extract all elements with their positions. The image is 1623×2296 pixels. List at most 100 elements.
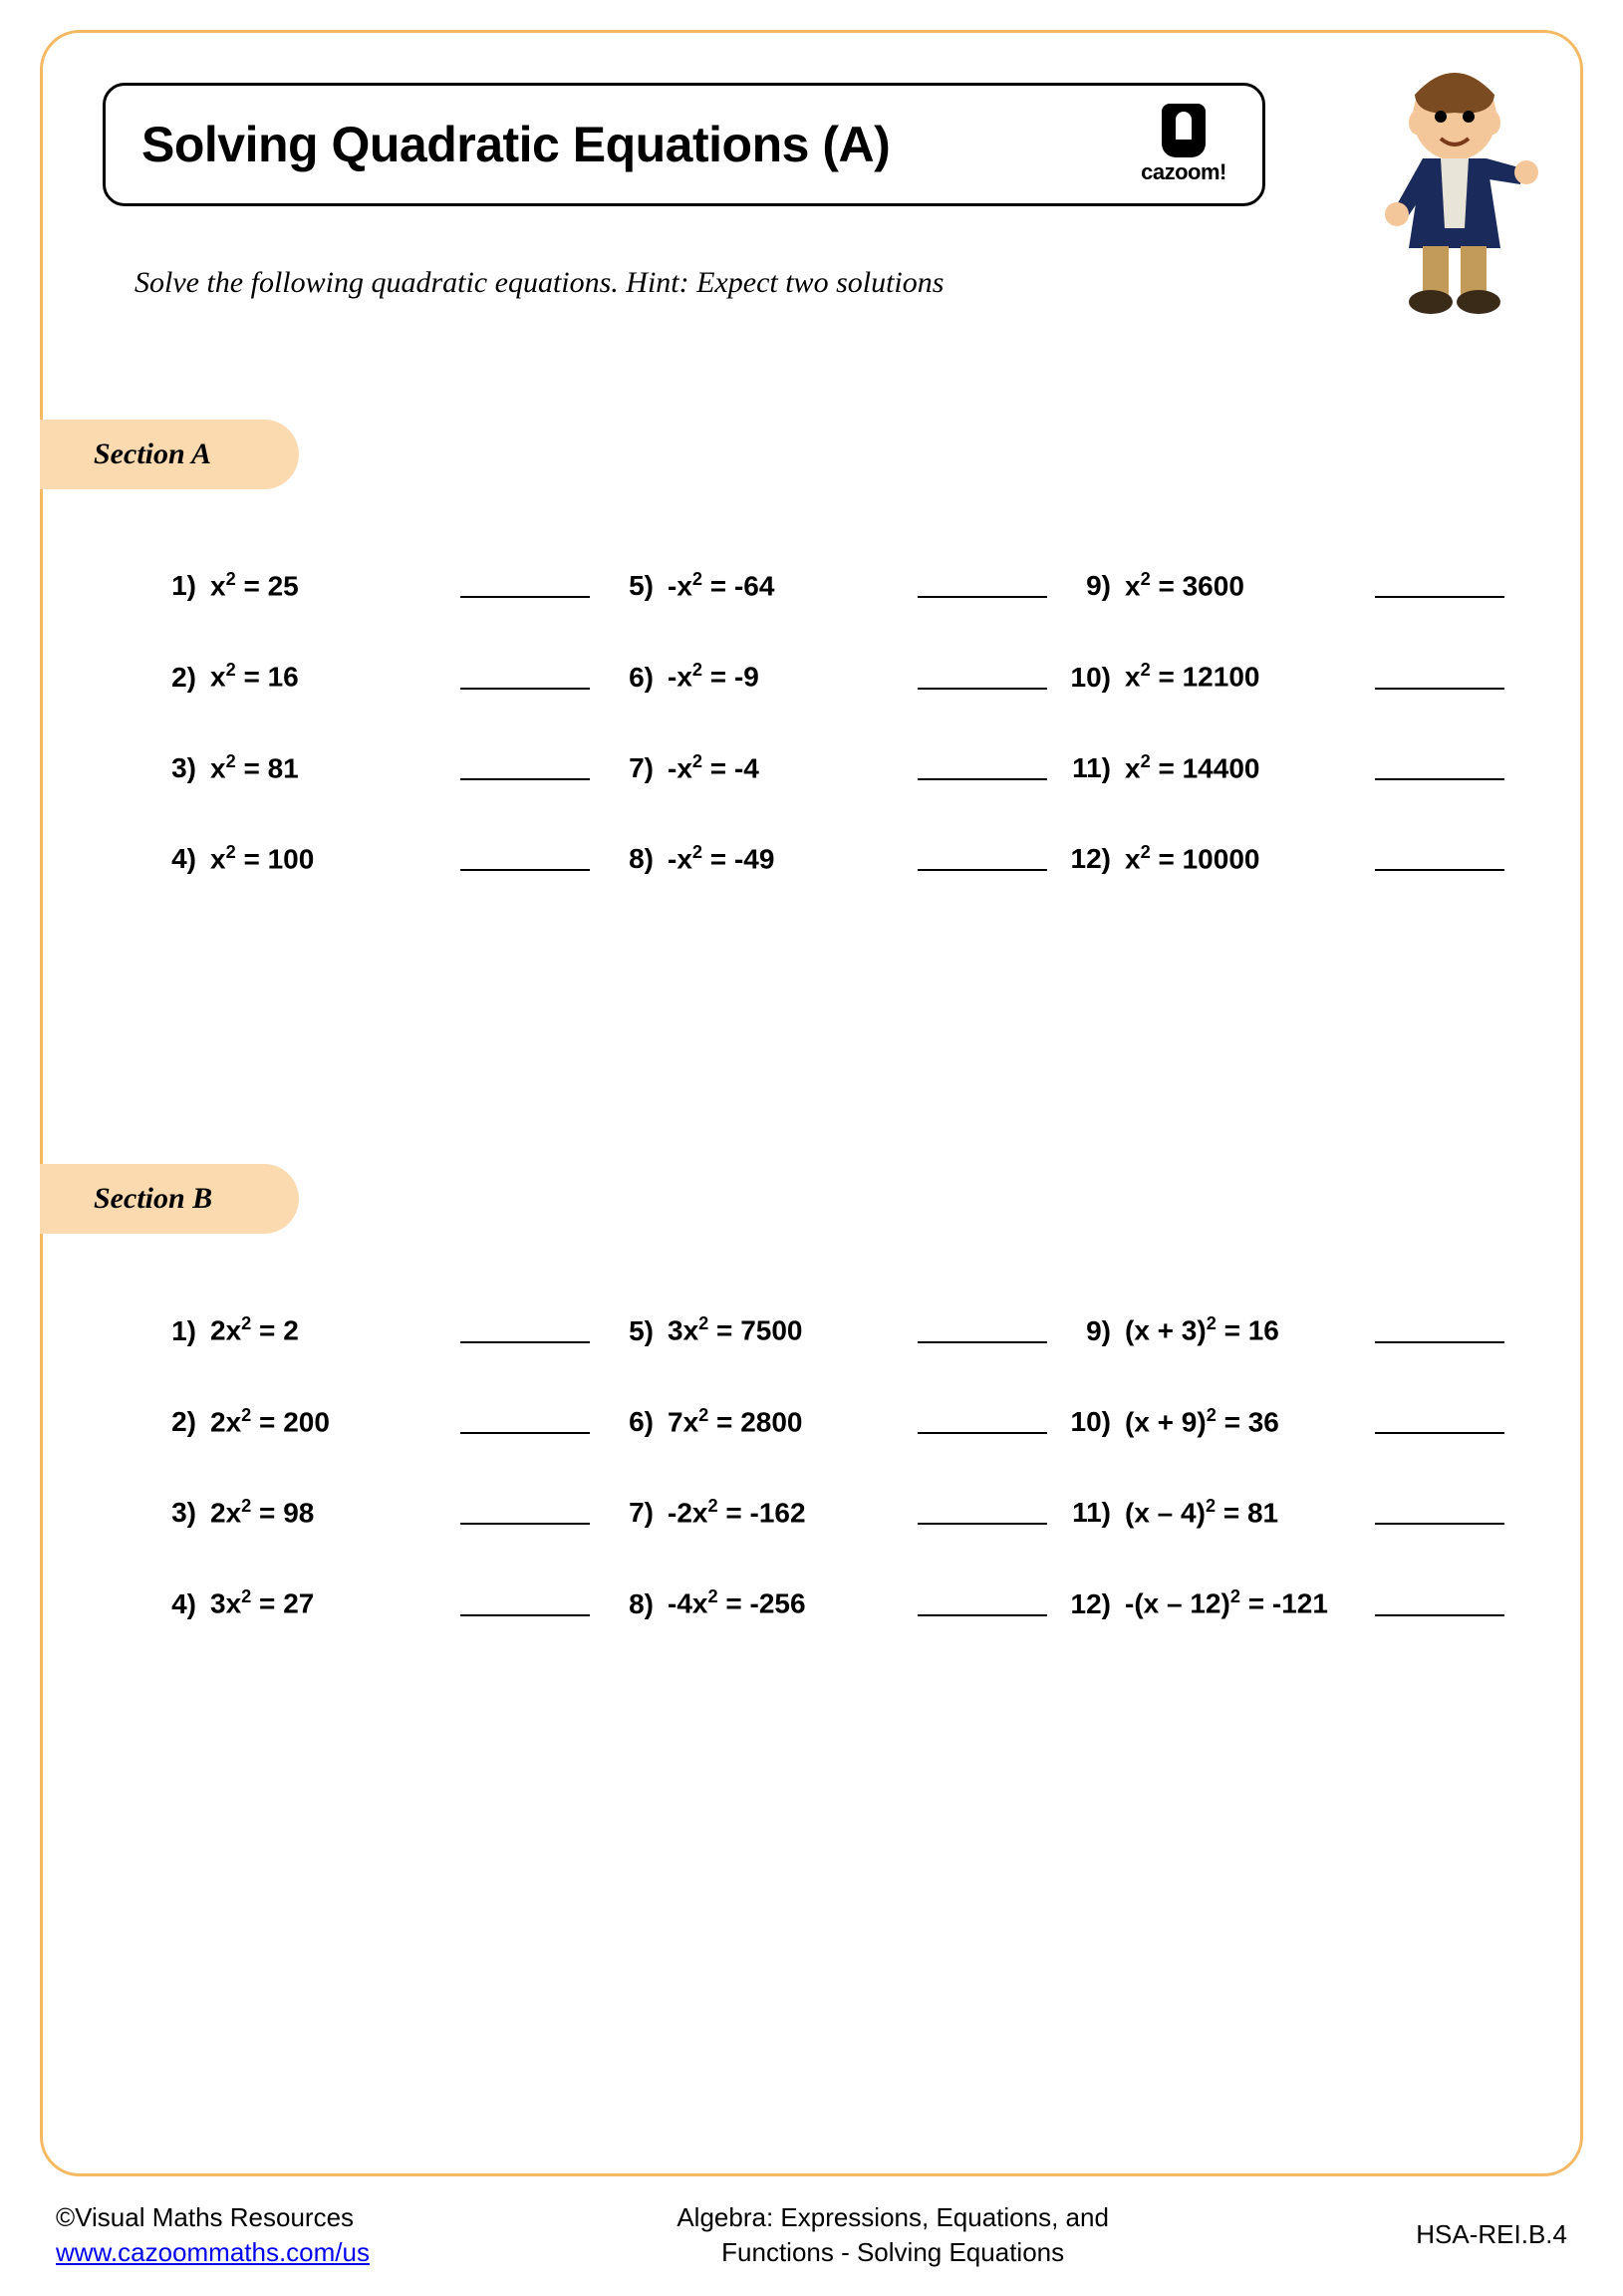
problem-item: 9) (x + 3)2 = 16 bbox=[1067, 1313, 1504, 1346]
answer-blank[interactable] bbox=[1375, 869, 1504, 871]
problem-item: 6)-x2 = -9 bbox=[610, 660, 1047, 693]
equation-text: (x – 4)2 = 81 bbox=[1125, 1496, 1278, 1529]
answer-blank[interactable] bbox=[460, 596, 590, 598]
equation-text: -x2 = -49 bbox=[668, 842, 774, 875]
section-b-label: Section B bbox=[40, 1164, 299, 1234]
worksheet-title: Solving Quadratic Equations (A) bbox=[141, 116, 890, 173]
problem-number: 3) bbox=[152, 1497, 196, 1529]
answer-blank[interactable] bbox=[918, 869, 1047, 871]
equation-text: -(x – 12)2 = -121 bbox=[1125, 1586, 1328, 1619]
problem-item: 11) (x – 4)2 = 81 bbox=[1067, 1496, 1504, 1529]
problem-number: 11) bbox=[1067, 1497, 1111, 1529]
problem-number: 9) bbox=[1067, 1315, 1111, 1347]
equation-text: 2x2 = 2 bbox=[210, 1313, 299, 1346]
problem-item: 6)7x2 = 2800 bbox=[610, 1405, 1047, 1438]
answer-blank[interactable] bbox=[1375, 1614, 1504, 1616]
page-footer: ©Visual Maths Resources www.cazoommaths.… bbox=[56, 2200, 1567, 2270]
problem-item: 10) (x + 9)2 = 36 bbox=[1067, 1405, 1504, 1438]
problem-item: 9)x2 = 3600 bbox=[1067, 569, 1504, 602]
equation-text: -x2 = -64 bbox=[668, 569, 774, 602]
answer-blank[interactable] bbox=[1375, 778, 1504, 780]
answer-blank[interactable] bbox=[1375, 1432, 1504, 1434]
answer-blank[interactable] bbox=[460, 1614, 590, 1616]
problem-item: 5) -x2 = -64 bbox=[610, 569, 1047, 602]
equation-text: x2 = 14400 bbox=[1125, 751, 1259, 784]
footer-center: Algebra: Expressions, Equations, and Fun… bbox=[370, 2200, 1416, 2270]
answer-blank[interactable] bbox=[918, 1341, 1047, 1343]
equation-text: -2x2 = -162 bbox=[668, 1496, 806, 1529]
problem-item: 4)x2 = 100 bbox=[152, 842, 590, 875]
equation-text: 3x2 = 7500 bbox=[668, 1313, 802, 1346]
problem-number: 4) bbox=[152, 843, 196, 875]
answer-blank[interactable] bbox=[1375, 596, 1504, 598]
website-link[interactable]: www.cazoommaths.com/us bbox=[56, 2237, 370, 2267]
problem-item: 5) 3x2 = 7500 bbox=[610, 1313, 1047, 1346]
problem-item: 10)x2 = 12100 bbox=[1067, 660, 1504, 693]
problem-number: 1) bbox=[152, 1315, 196, 1347]
answer-blank[interactable] bbox=[918, 1432, 1047, 1434]
answer-blank[interactable] bbox=[460, 1432, 590, 1434]
problem-item: 2)2x2 = 200 bbox=[152, 1405, 590, 1438]
problem-item: 12) -(x – 12)2 = -121 bbox=[1067, 1586, 1504, 1619]
equation-text: x2 = 3600 bbox=[1125, 569, 1244, 602]
problem-item: 7) -2x2 = -162 bbox=[610, 1496, 1047, 1529]
answer-blank[interactable] bbox=[918, 596, 1047, 598]
title-box: Solving Quadratic Equations (A) cazoom! bbox=[103, 83, 1265, 206]
equation-text: -4x2 = -256 bbox=[668, 1586, 806, 1619]
copyright-text: ©Visual Maths Resources bbox=[56, 2200, 370, 2235]
problem-number: 5) bbox=[610, 570, 654, 602]
problem-number: 12) bbox=[1067, 1588, 1111, 1620]
equation-text: 2x2 = 200 bbox=[210, 1405, 330, 1438]
answer-blank[interactable] bbox=[1375, 1523, 1504, 1525]
equation-text: (x + 3)2 = 16 bbox=[1125, 1313, 1279, 1346]
answer-blank[interactable] bbox=[460, 1523, 590, 1525]
section-b-problems: 1) 2x2 = 2 5) 3x2 = 7500 9) (x + 3)2 = 16 2)2x… bbox=[103, 1313, 1520, 1619]
instructions-text: Solve the following quadratic equations.… bbox=[135, 266, 1520, 300]
problem-item: 1) 2x2 = 2 bbox=[152, 1313, 590, 1346]
problem-item: 7) -x2 = -4 bbox=[610, 751, 1047, 784]
problem-number: 10) bbox=[1067, 1406, 1111, 1438]
brand-name: cazoom! bbox=[1141, 159, 1226, 185]
answer-blank[interactable] bbox=[1375, 688, 1504, 690]
problem-number: 12) bbox=[1067, 843, 1111, 875]
answer-blank[interactable] bbox=[918, 778, 1047, 780]
answer-blank[interactable] bbox=[918, 1614, 1047, 1616]
problem-item: 3)2x2 = 98 bbox=[152, 1496, 590, 1529]
brand-block: cazoom! bbox=[1141, 104, 1226, 185]
equation-text: x2 = 81 bbox=[210, 751, 299, 784]
answer-blank[interactable] bbox=[460, 688, 590, 690]
problem-item: 2) x2 = 16 bbox=[152, 660, 590, 693]
mascot-icon bbox=[1365, 59, 1544, 318]
answer-blank[interactable] bbox=[918, 1523, 1047, 1525]
problem-item: 3) x2 = 81 bbox=[152, 751, 590, 784]
answer-blank[interactable] bbox=[1375, 1341, 1504, 1343]
problem-item: 8) -4x2 = -256 bbox=[610, 1586, 1047, 1619]
problem-number: 1) bbox=[152, 570, 196, 602]
problem-number: 8) bbox=[610, 843, 654, 875]
problem-number: 2) bbox=[152, 662, 196, 694]
problem-number: 5) bbox=[610, 1315, 654, 1347]
problem-item: 12) x2 = 10000 bbox=[1067, 842, 1504, 875]
problem-item: 1) x2 = 25 bbox=[152, 569, 590, 602]
answer-blank[interactable] bbox=[460, 1341, 590, 1343]
answer-blank[interactable] bbox=[460, 778, 590, 780]
problem-number: 10) bbox=[1067, 662, 1111, 694]
footer-left: ©Visual Maths Resources www.cazoommaths.… bbox=[56, 2200, 370, 2270]
page-frame: Solving Quadratic Equations (A) cazoom! … bbox=[40, 30, 1583, 2176]
answer-blank[interactable] bbox=[918, 688, 1047, 690]
problem-number: 7) bbox=[610, 752, 654, 784]
problem-item: 8) -x2 = -49 bbox=[610, 842, 1047, 875]
equation-text: 7x2 = 2800 bbox=[668, 1405, 802, 1438]
answer-blank[interactable] bbox=[460, 869, 590, 871]
equation-text: x2 = 25 bbox=[210, 569, 299, 602]
problem-number: 7) bbox=[610, 1497, 654, 1529]
equation-text: x2 = 16 bbox=[210, 660, 299, 693]
section-a-label: Section A bbox=[40, 420, 299, 489]
equation-text: -x2 = -4 bbox=[668, 751, 759, 784]
problem-item: 4)3x2 = 27 bbox=[152, 1586, 590, 1619]
equation-text: x2 = 10000 bbox=[1125, 842, 1259, 875]
equation-text: -x2 = -9 bbox=[668, 660, 759, 693]
problem-number: 3) bbox=[152, 752, 196, 784]
problem-number: 8) bbox=[610, 1588, 654, 1620]
equation-text: (x + 9)2 = 36 bbox=[1125, 1405, 1279, 1438]
